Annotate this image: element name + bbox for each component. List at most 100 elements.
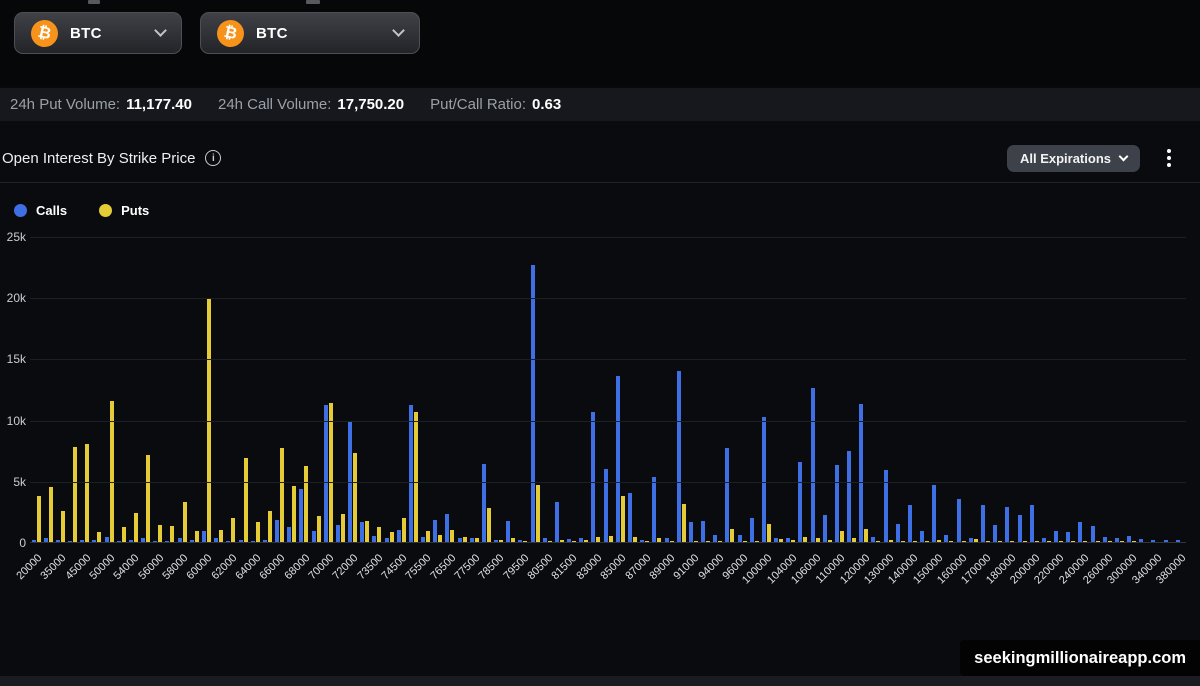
strike-bar-pair[interactable] bbox=[200, 237, 212, 542]
call-bar[interactable] bbox=[1017, 515, 1022, 542]
call-bar[interactable] bbox=[372, 535, 377, 542]
put-bar[interactable] bbox=[985, 540, 990, 542]
strike-bar-pair[interactable] bbox=[420, 237, 432, 542]
put-bar[interactable] bbox=[900, 540, 905, 542]
put-bar[interactable] bbox=[36, 495, 41, 542]
put-bar[interactable] bbox=[109, 401, 114, 542]
strike-bar-pair[interactable] bbox=[1138, 237, 1150, 542]
strike-bar-pair[interactable] bbox=[286, 237, 298, 542]
strike-bar-pair[interactable] bbox=[176, 237, 188, 542]
call-bar[interactable] bbox=[1029, 505, 1034, 542]
put-bar[interactable] bbox=[937, 540, 942, 542]
call-bar[interactable] bbox=[591, 412, 596, 542]
put-bar[interactable] bbox=[730, 528, 735, 542]
strike-bar-pair[interactable] bbox=[1089, 237, 1101, 542]
strike-bar-pair[interactable] bbox=[833, 237, 845, 542]
strike-bar-pair[interactable] bbox=[663, 237, 675, 542]
call-bar[interactable] bbox=[664, 538, 669, 542]
strike-bar-pair[interactable] bbox=[541, 237, 553, 542]
strike-bar-pair[interactable] bbox=[261, 237, 273, 542]
strike-bar-pair[interactable] bbox=[395, 237, 407, 542]
strike-bar-pair[interactable] bbox=[493, 237, 505, 542]
put-bar[interactable] bbox=[584, 540, 589, 542]
strike-bar-pair[interactable] bbox=[383, 237, 395, 542]
put-bar[interactable] bbox=[681, 504, 686, 542]
strike-bar-pair[interactable] bbox=[371, 237, 383, 542]
put-bar[interactable] bbox=[535, 484, 540, 542]
call-bar[interactable] bbox=[603, 468, 608, 542]
strike-bar-pair[interactable] bbox=[626, 237, 638, 542]
strike-bar-pair[interactable] bbox=[785, 237, 797, 542]
call-bar[interactable] bbox=[1163, 540, 1168, 542]
strike-bar-pair[interactable] bbox=[359, 237, 371, 542]
put-bar[interactable] bbox=[365, 521, 370, 542]
call-bar[interactable] bbox=[250, 540, 255, 542]
call-bar[interactable] bbox=[920, 531, 925, 542]
put-bar[interactable] bbox=[608, 535, 613, 542]
put-bar[interactable] bbox=[304, 466, 309, 542]
strike-bar-pair[interactable] bbox=[651, 237, 663, 542]
call-bar[interactable] bbox=[92, 540, 97, 542]
call-bar[interactable] bbox=[299, 489, 304, 542]
strike-bar-pair[interactable] bbox=[772, 237, 784, 542]
strike-bar-pair[interactable] bbox=[821, 237, 833, 542]
strike-bar-pair[interactable] bbox=[712, 237, 724, 542]
call-bar[interactable] bbox=[725, 447, 730, 542]
call-bar[interactable] bbox=[68, 540, 73, 542]
strike-bar-pair[interactable] bbox=[639, 237, 651, 542]
call-bar[interactable] bbox=[968, 538, 973, 542]
call-bar[interactable] bbox=[384, 538, 389, 542]
put-bar[interactable] bbox=[401, 517, 406, 542]
put-bar[interactable] bbox=[815, 538, 820, 542]
strike-bar-pair[interactable] bbox=[444, 237, 456, 542]
put-bar[interactable] bbox=[255, 522, 260, 542]
put-bar[interactable] bbox=[706, 540, 711, 542]
put-bar[interactable] bbox=[1119, 541, 1124, 542]
put-bar[interactable] bbox=[864, 528, 869, 542]
call-bar[interactable] bbox=[311, 531, 316, 542]
strike-bar-pair[interactable] bbox=[1150, 237, 1162, 542]
call-bar[interactable] bbox=[275, 520, 280, 542]
put-bar[interactable] bbox=[572, 540, 577, 542]
strike-bar-pair[interactable] bbox=[566, 237, 578, 542]
strike-bar-pair[interactable] bbox=[919, 237, 931, 542]
put-bar[interactable] bbox=[1022, 540, 1027, 542]
strike-bar-pair[interactable] bbox=[115, 237, 127, 542]
call-bar[interactable] bbox=[1139, 538, 1144, 542]
call-bar[interactable] bbox=[31, 540, 36, 542]
put-bar[interactable] bbox=[231, 517, 236, 542]
strike-bar-pair[interactable] bbox=[1065, 237, 1077, 542]
strike-bar-pair[interactable] bbox=[505, 237, 517, 542]
call-bar[interactable] bbox=[774, 538, 779, 542]
put-bar[interactable] bbox=[158, 524, 163, 542]
put-bar[interactable] bbox=[194, 531, 199, 542]
strike-bar-pair[interactable] bbox=[687, 237, 699, 542]
put-bar[interactable] bbox=[645, 540, 650, 542]
strike-bar-pair[interactable] bbox=[249, 237, 261, 542]
call-bar[interactable] bbox=[481, 463, 486, 542]
strike-bar-pair[interactable] bbox=[1125, 237, 1137, 542]
call-bar[interactable] bbox=[701, 521, 706, 542]
call-bar[interactable] bbox=[141, 538, 146, 542]
call-bar[interactable] bbox=[1151, 539, 1156, 542]
strike-bar-pair[interactable] bbox=[894, 237, 906, 542]
put-bar[interactable] bbox=[876, 540, 881, 542]
call-bar[interactable] bbox=[201, 531, 206, 542]
put-bar[interactable] bbox=[450, 529, 455, 542]
put-bar[interactable] bbox=[462, 537, 467, 542]
call-bar[interactable] bbox=[518, 540, 523, 542]
call-bar[interactable] bbox=[579, 538, 584, 542]
put-bar[interactable] bbox=[133, 512, 138, 542]
put-bar[interactable] bbox=[438, 534, 443, 542]
call-bar[interactable] bbox=[1005, 506, 1010, 542]
strike-bar-pair[interactable] bbox=[1077, 237, 1089, 542]
call-bar[interactable] bbox=[1066, 532, 1071, 542]
call-bar[interactable] bbox=[55, 540, 60, 542]
call-bar[interactable] bbox=[847, 451, 852, 542]
strike-bar-pair[interactable] bbox=[590, 237, 602, 542]
call-bar[interactable] bbox=[348, 420, 353, 542]
call-bar[interactable] bbox=[177, 538, 182, 542]
strike-bar-pair[interactable] bbox=[152, 237, 164, 542]
put-bar[interactable] bbox=[1046, 541, 1051, 542]
put-bar[interactable] bbox=[146, 455, 151, 542]
